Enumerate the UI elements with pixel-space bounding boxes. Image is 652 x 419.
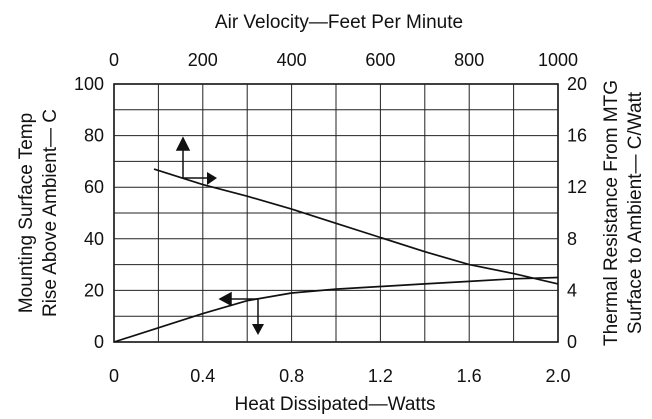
right-axis-tick-label: 16 [567, 126, 587, 146]
left-axis-tick-label: 80 [84, 126, 104, 146]
left-axis-tick-label: 20 [84, 280, 104, 300]
top-axis-title: Air Velocity—Feet Per Minute [215, 12, 463, 33]
top-axis-tick-label: 400 [277, 50, 307, 70]
top-axis-tick-label: 0 [109, 50, 119, 70]
bottom-axis-title: Heat Dissipated—Watts [235, 394, 436, 415]
right-axis-tick-label: 20 [567, 74, 587, 94]
right-axis-tick-label: 0 [567, 332, 577, 352]
right-axis-tick-label: 8 [567, 229, 577, 249]
right-axis-title-line-1: Thermal Resistance From MTG [601, 80, 622, 346]
arrow-to-right-axis [207, 172, 217, 185]
bottom-axis-tick-label: 1.2 [368, 366, 393, 386]
bottom-axis-tick-label: 1.6 [457, 366, 482, 386]
bottom-axis-tick-label: 2.0 [545, 366, 570, 386]
series-lines [113, 168, 559, 343]
left-axis-tick-label: 100 [74, 74, 104, 94]
right-axis-title-line-2: Surface to Ambient— C/Watt [625, 91, 646, 334]
top-axis-tick-label: 200 [188, 50, 218, 70]
bottom-axis-tick-label: 0.4 [190, 366, 215, 386]
left-axis-title-line-1: Mounting Surface Temp [16, 113, 37, 313]
arrow-to-left-axis [218, 291, 259, 324]
top-axis-tick-label: 1000 [538, 50, 578, 70]
grid [114, 84, 558, 342]
top-axis-tick-label: 800 [454, 50, 484, 70]
right-axis-tick-label: 4 [567, 280, 577, 300]
left-axis-title-line-2: Rise Above Ambient— C [40, 109, 61, 317]
right-axis-tick-label: 12 [567, 177, 587, 197]
series-line-2 [113, 276, 559, 343]
series-line-1 [153, 168, 559, 285]
arrow-to-top-axis [175, 136, 207, 179]
left-axis-tick-label: 0 [94, 332, 104, 352]
left-axis-tick-label: 60 [84, 177, 104, 197]
left-axis-tick-label: 40 [84, 229, 104, 249]
bottom-axis-tick-label: 0 [109, 366, 119, 386]
top-axis-tick-label: 600 [365, 50, 395, 70]
arrow-to-bottom-axis [252, 324, 264, 335]
bottom-axis-tick-label: 0.8 [279, 366, 304, 386]
